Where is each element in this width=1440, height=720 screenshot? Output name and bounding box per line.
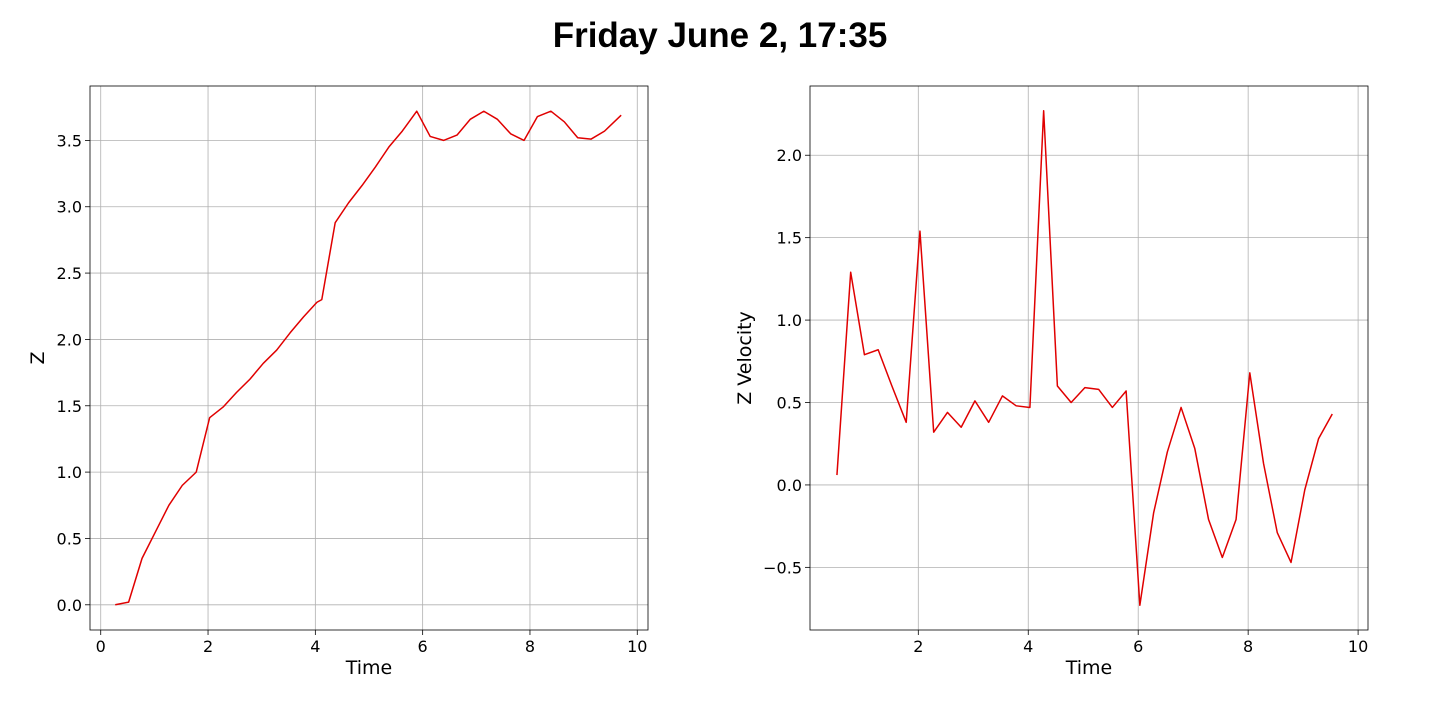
y-tick-label: 2.5 xyxy=(57,264,82,283)
y-tick-label: 3.5 xyxy=(57,131,82,150)
series-line xyxy=(115,110,622,606)
y-tick-label: 1.5 xyxy=(57,397,82,416)
y-tick-label: −0.5 xyxy=(763,558,802,577)
y-tick-label: 1.5 xyxy=(777,229,802,248)
x-tick-label: 8 xyxy=(525,637,535,656)
plot-frame xyxy=(809,85,1369,631)
y-tick-label: 0.0 xyxy=(57,596,82,615)
x-axis-label: Time xyxy=(345,657,393,679)
grid xyxy=(810,86,1368,630)
x-axis-label: Time xyxy=(1065,657,1113,679)
plot-frame xyxy=(89,85,649,631)
y-tick-label: 0.0 xyxy=(777,476,802,495)
x-tick-label: 2 xyxy=(913,637,923,656)
x-tick-label: 4 xyxy=(310,637,320,656)
y-tick-label: 3.0 xyxy=(57,198,82,217)
series-line xyxy=(836,109,1333,607)
y-tick-label: 0.5 xyxy=(777,394,802,413)
y-tick-label: 1.0 xyxy=(57,463,82,482)
y-tick-label: 1.0 xyxy=(777,311,802,330)
x-tick-label: 8 xyxy=(1243,637,1253,656)
z-velocity-chart: 2 4 6 8 10 −0.5 0.0 0.5 1.0 1.5 2.0 Time Z Velocity xyxy=(734,85,1369,679)
x-tick-label: 10 xyxy=(627,637,647,656)
x-tick-label: 6 xyxy=(1133,637,1143,656)
y-axis-label: Z Velocity xyxy=(734,311,756,405)
x-tick-label: 6 xyxy=(418,637,428,656)
z-position-chart: 0 2 4 6 8 10 0.0 0.5 1.0 1.5 2.0 2.5 3.0 3.5 Time Z xyxy=(27,85,649,679)
y-tick-label: 2.0 xyxy=(57,330,82,349)
x-tick-label: 2 xyxy=(203,637,213,656)
y-tick-label: 2.0 xyxy=(777,146,802,165)
figure-title: Friday June 2, 17:35 xyxy=(552,16,888,55)
y-tick-label: 0.5 xyxy=(57,529,82,548)
x-tick-label: 4 xyxy=(1023,637,1033,656)
y-axis-label: Z xyxy=(27,351,49,364)
x-tick-label: 0 xyxy=(96,637,106,656)
grid xyxy=(90,86,648,630)
x-tick-label: 10 xyxy=(1348,637,1368,656)
